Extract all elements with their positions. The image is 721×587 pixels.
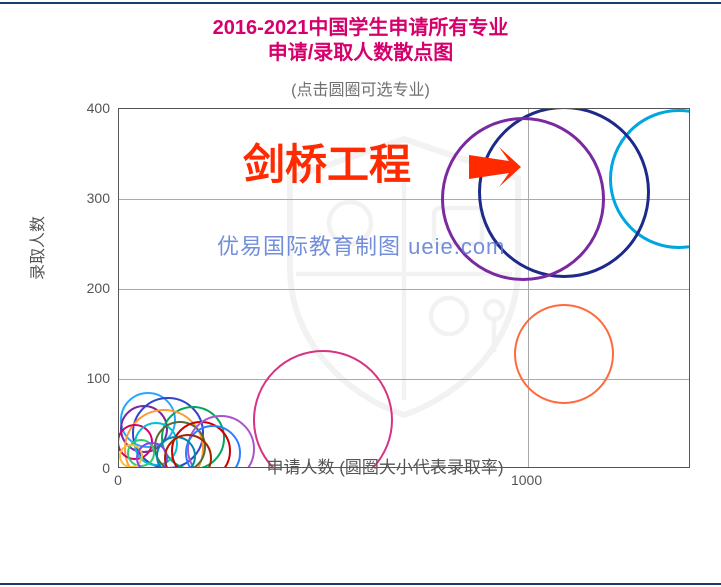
y-tick-label: 100 <box>70 370 110 386</box>
y-tick-label: 200 <box>70 280 110 296</box>
chart-subtitle: (点击圆圈可选专业) <box>0 76 721 100</box>
gridline-h <box>119 289 689 290</box>
y-tick-label: 300 <box>70 190 110 206</box>
chart-title: 2016-2021中国学生申请所有专业 申请/录取人数散点图 <box>0 16 721 66</box>
arrow-icon <box>465 143 525 191</box>
top-rule <box>0 2 721 4</box>
bubble[interactable] <box>514 304 614 404</box>
plot-region: 优易国际教育制图 ueie.com 剑桥工程 <box>118 108 690 468</box>
title-line1: 2016-2021中国学生申请所有专业 <box>213 17 509 39</box>
annotation-label: 剑桥工程 <box>243 131 411 192</box>
bottom-rule <box>0 583 721 585</box>
title-line2: 申请/录取人数散点图 <box>268 42 454 64</box>
x-axis-label: 申请人数 (圆圈大小代表录取率) <box>80 453 690 478</box>
chart-area: 0100200300400 01000 优易国际教育制图 ueie.com 剑桥… <box>80 100 690 500</box>
y-axis-label: 录取人数 <box>24 216 48 280</box>
bubble[interactable] <box>253 350 393 469</box>
y-tick-label: 400 <box>70 100 110 116</box>
bubble[interactable] <box>441 117 605 281</box>
annotation-text: 剑桥工程 <box>243 141 411 188</box>
